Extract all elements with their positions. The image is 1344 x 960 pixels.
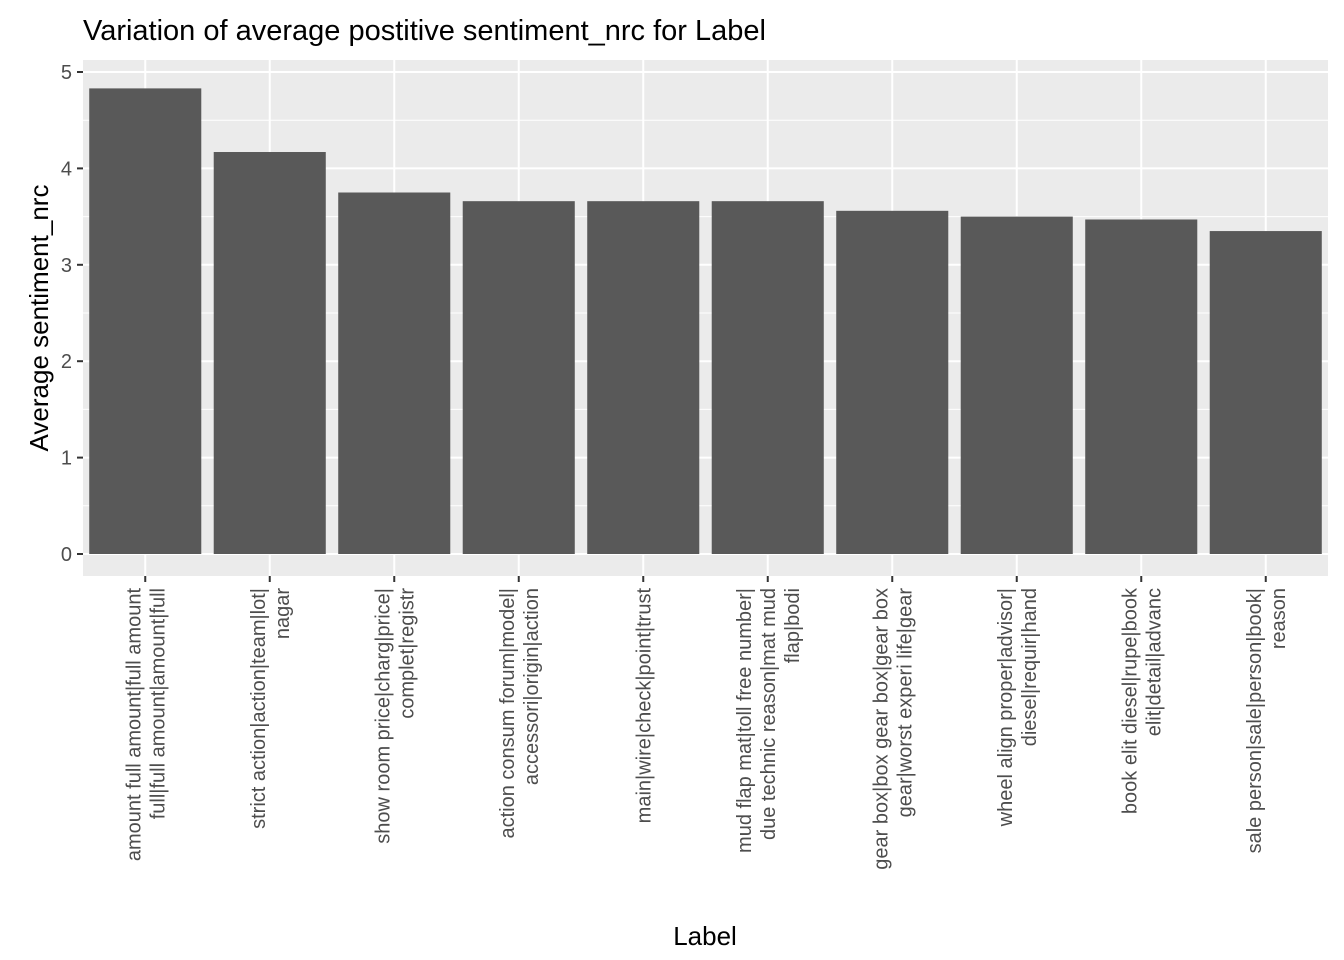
bar	[462, 201, 575, 554]
x-tick-label: gear box|box gear box|gear box gear|worst…	[870, 588, 916, 870]
bar	[960, 216, 1073, 554]
svg-text:mud flap mat|toll free number|: mud flap mat|toll free number| due techni…	[734, 588, 804, 853]
x-tick-label: amount full amount|full amount full|full …	[123, 588, 169, 862]
y-tick-label: 4	[61, 158, 72, 180]
x-axis-label: Label	[673, 921, 737, 951]
bar	[89, 88, 202, 554]
bar	[1085, 219, 1198, 554]
bar	[338, 192, 451, 554]
bars	[89, 88, 1322, 555]
x-tick-label: mud flap mat|toll free number| due techni…	[734, 588, 804, 853]
bar	[711, 201, 824, 554]
svg-text:wheel align proper|advisor|die: wheel align proper|advisor| diesel|requir…	[995, 588, 1041, 827]
bar	[587, 201, 700, 554]
y-tick-label: 3	[61, 255, 72, 277]
x-tick-label: wheel align proper|advisor| diesel|requir…	[995, 588, 1041, 827]
svg-text:gear box|box gear box|gear box: gear box|box gear box|gear box gear|worst…	[870, 588, 916, 870]
x-axis: amount full amount|full amount full|full …	[123, 576, 1290, 870]
x-tick-label: main|wire|check|point|trust	[633, 588, 655, 824]
bar	[213, 152, 326, 554]
y-tick-label: 5	[61, 62, 72, 84]
x-tick-label: action consum forum|model| accessori|orig…	[497, 588, 543, 839]
bar	[836, 210, 949, 555]
svg-text:sale person|sale|person|book|r: sale person|sale|person|book| reason	[1244, 588, 1290, 853]
y-axis: 0 1 2 3 4 5	[61, 62, 83, 566]
chart-title: Variation of average postitive sentiment…	[83, 15, 766, 47]
y-tick-label: 0	[61, 544, 72, 566]
y-tick-label: 2	[61, 351, 72, 373]
y-tick-label: 1	[61, 448, 72, 470]
y-axis-label: Average sentiment_nrc	[24, 185, 54, 452]
svg-text:main|wire|check|point|trust: main|wire|check|point|trust	[633, 588, 655, 824]
bar	[1209, 231, 1322, 554]
x-tick-label: book elit diesel|rupe|book elit|detail|ad…	[1119, 587, 1165, 814]
svg-text:show room price|charg|price|co: show room price|charg|price| complet|regi…	[372, 588, 418, 844]
svg-text:action consum forum|model|acce: action consum forum|model| accessori|orig…	[497, 588, 543, 839]
x-tick-label: strict action|action|team|lot| nagar	[248, 588, 294, 829]
svg-text:amount full amount|full amount: amount full amount|full amount full|full …	[123, 588, 169, 862]
x-tick-label: show room price|charg|price| complet|regi…	[372, 588, 418, 844]
svg-text:strict action|action|team|lot|: strict action|action|team|lot| nagar	[248, 588, 294, 829]
x-tick-label: sale person|sale|person|book| reason	[1244, 588, 1290, 853]
